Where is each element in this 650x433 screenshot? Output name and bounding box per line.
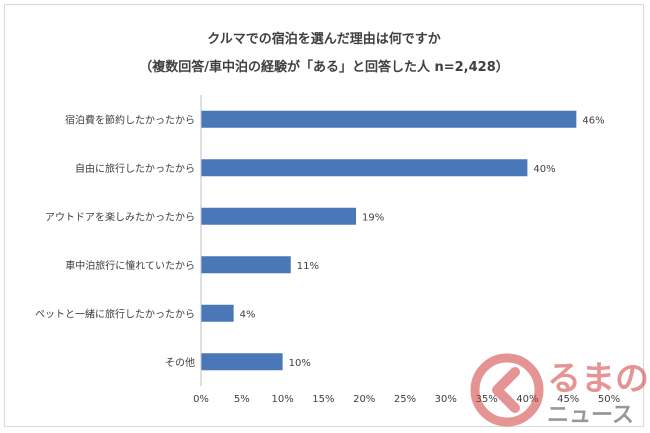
chart-title: クルマでの宿泊を選んだ理由は何ですか <box>207 31 441 47</box>
x-tick-label: 15% <box>312 394 334 405</box>
x-tick-label: 40% <box>516 394 538 405</box>
chart-frame: クルマでの宿泊を選んだ理由は何ですか （複数回答/車中泊の経験が「ある」と回答し… <box>4 4 649 428</box>
x-tick-label: 0% <box>193 394 209 405</box>
data-label: 19% <box>362 212 384 223</box>
logo-text-bottom: ニュース <box>547 403 634 428</box>
kuruma-news-logo-icon: るまの ニュース <box>470 353 649 428</box>
data-label: 10% <box>289 358 311 369</box>
x-tick-label: 50% <box>598 394 620 405</box>
x-tick-label: 30% <box>435 394 457 405</box>
x-tick-label: 5% <box>234 394 250 405</box>
logo-text-top: るまの <box>547 359 649 399</box>
bars-group: 宿泊費を節約したかったから 46% 自由に旅行したかったから 40% アウトドアを楽しみ… <box>35 110 605 371</box>
data-label: 4% <box>240 309 256 320</box>
data-label: 11% <box>297 261 319 272</box>
chart-subtitle: （複数回答/車中泊の経験が「ある」と回答した人 n=2,428） <box>139 59 509 75</box>
bar <box>201 304 234 322</box>
x-tick-label: 20% <box>353 394 375 405</box>
bar <box>201 207 357 225</box>
x-tick-label: 35% <box>475 394 497 405</box>
category-label: アウトドアを楽しみたかったから <box>45 210 195 223</box>
bar <box>201 110 577 128</box>
bar <box>201 256 291 274</box>
category-label: 自由に旅行したかったから <box>75 162 195 175</box>
bar-chart: クルマでの宿泊を選んだ理由は何ですか （複数回答/車中泊の経験が「ある」と回答し… <box>35 31 620 405</box>
data-label: 46% <box>582 115 604 126</box>
bar <box>201 159 528 177</box>
category-label: 車中泊旅行に憧れていたから <box>65 259 195 272</box>
category-label: ペットと一緒に旅行したかったから <box>35 307 195 320</box>
x-axis: 0% 5% 10% 15% 20% 25% 30% 35% 40% 45% 50% <box>193 95 620 405</box>
data-label: 40% <box>533 164 555 175</box>
x-tick-label: 25% <box>394 394 416 405</box>
x-tick-label: 45% <box>557 394 579 405</box>
category-label: その他 <box>165 356 195 369</box>
x-tick-label: 10% <box>271 394 293 405</box>
bar <box>201 353 283 371</box>
category-label: 宿泊費を節約したかったから <box>65 113 195 126</box>
